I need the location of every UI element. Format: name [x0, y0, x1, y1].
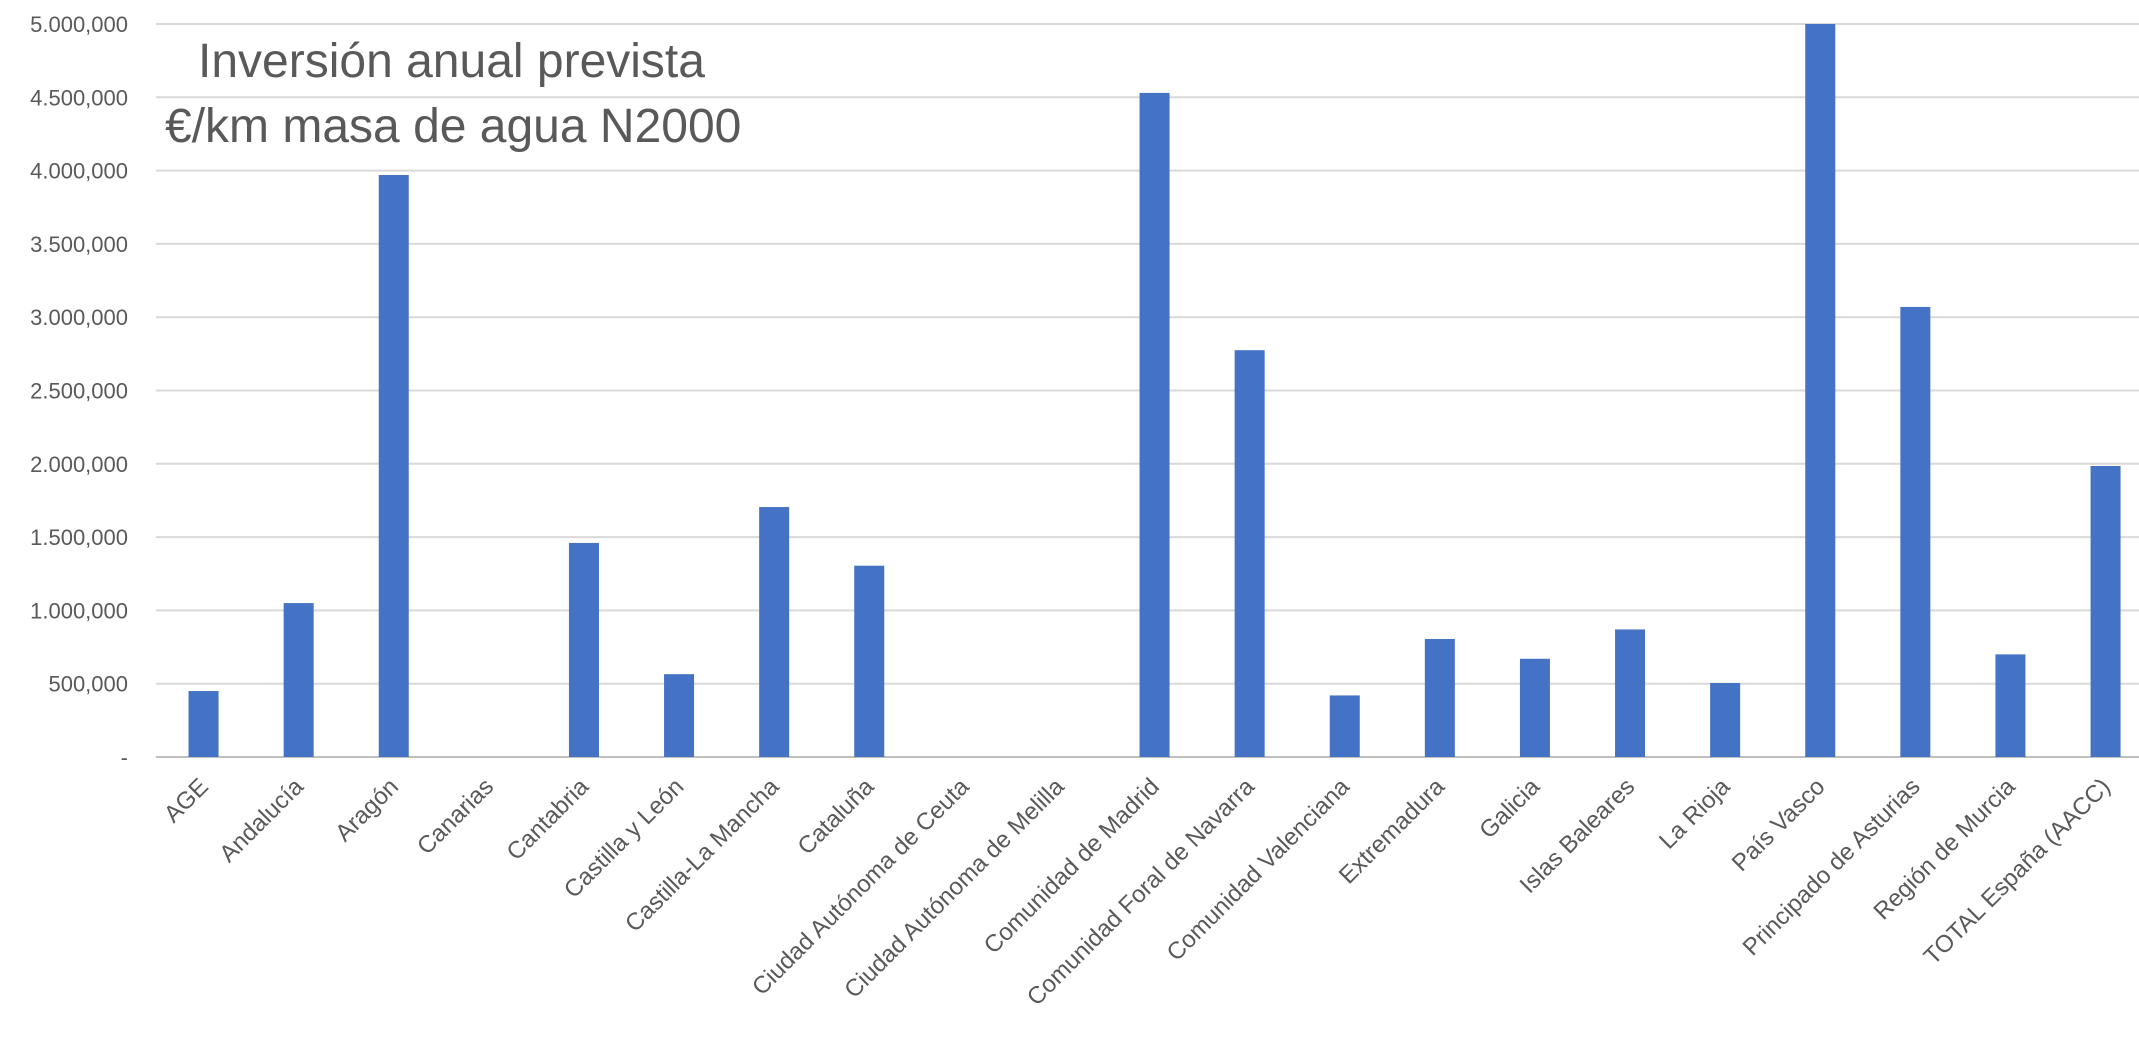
- bar: [664, 674, 695, 757]
- x-category-label: Cantabria: [502, 773, 595, 866]
- bar: [568, 542, 599, 757]
- x-category-label: Aragón: [330, 773, 404, 847]
- bar: [1519, 658, 1550, 757]
- x-category-label: Comunidad Valenciana: [1162, 773, 1356, 967]
- bar: [2090, 465, 2121, 757]
- x-category-label: Principado de Asturias: [1738, 773, 1926, 961]
- x-category-label: Comunidad de Madrid: [979, 773, 1165, 959]
- bar: [1805, 24, 1836, 757]
- bar: [1424, 638, 1455, 757]
- y-tick-label: 3.000,000: [30, 305, 128, 330]
- x-category-label: Galicia: [1474, 773, 1545, 844]
- chart-title-line-2: €/km masa de agua N2000: [165, 100, 741, 153]
- x-axis-category-labels: AGE Andalucía Aragón Canarias CantabriaCasti…: [159, 773, 2116, 1011]
- x-category-label: Canarias: [412, 773, 499, 860]
- bar: [854, 565, 885, 757]
- y-tick-label: 500,000: [48, 672, 128, 697]
- bar: [1234, 350, 1265, 757]
- y-tick-label: 3.500,000: [30, 232, 128, 257]
- y-tick-label: 2.500,000: [30, 379, 128, 404]
- chart-title-line-1: Inversión anual prevista: [198, 35, 705, 88]
- x-category-label: País Vasco: [1727, 773, 1831, 877]
- y-tick-label: 4.500,000: [30, 85, 128, 110]
- bars: [188, 24, 2121, 758]
- y-tick-label: 2.000,000: [30, 452, 128, 477]
- bar: [378, 174, 409, 758]
- y-tick-label: 5.000,000: [30, 12, 128, 37]
- x-category-label: TOTAL España (AACC): [1919, 773, 2116, 970]
- y-axis-ticks: - 500,000 1.000,000 1.500,000 2.000,000 2.500…: [30, 12, 128, 770]
- x-category-label: Cataluña: [792, 773, 879, 860]
- bar: [283, 603, 314, 757]
- bar: [1900, 306, 1931, 757]
- chart-title: Inversión anual prevista €/km masa de ag…: [165, 35, 741, 153]
- x-category-label: AGE: [159, 773, 214, 828]
- bar: [1615, 629, 1646, 757]
- bar: [1710, 682, 1741, 757]
- y-tick-label: 4.000,000: [30, 159, 128, 184]
- y-tick-label: 1.500,000: [30, 525, 128, 550]
- bar: [1995, 654, 2026, 757]
- x-category-label: La Rioja: [1654, 773, 1736, 855]
- bar: [759, 507, 790, 757]
- bar: [1329, 695, 1360, 757]
- bar: [188, 691, 219, 757]
- y-tick-label: -: [121, 745, 128, 770]
- bar: [1139, 92, 1170, 758]
- x-category-label: Andalucía: [214, 773, 309, 868]
- y-tick-label: 1.000,000: [30, 598, 128, 623]
